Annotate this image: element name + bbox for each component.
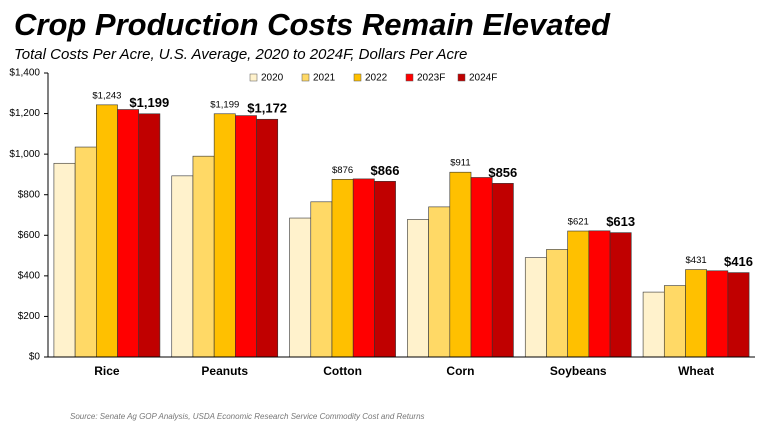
bar: [352, 178, 375, 358]
x-tick-label: Rice: [94, 364, 120, 378]
x-tick-label: Cotton: [323, 364, 362, 378]
value-label: $431: [686, 255, 707, 266]
legend-label: 2021: [313, 73, 336, 84]
y-tick-label: $1,400: [9, 68, 40, 79]
bar: [706, 270, 729, 358]
bar: [685, 269, 707, 358]
value-label: $416: [724, 254, 753, 269]
bar: [567, 230, 590, 358]
x-tick-label: Wheat: [678, 364, 714, 378]
value-label: $1,199: [210, 99, 239, 110]
bar: [138, 113, 161, 358]
value-label: $911: [450, 158, 470, 169]
chart-subtitle: Total Costs Per Acre, U.S. Average, 2020…: [14, 46, 467, 63]
bar: [96, 104, 118, 358]
value-label: $1,243: [92, 90, 121, 101]
legend-swatch: [405, 73, 414, 82]
bar: [663, 285, 686, 358]
value-label: $856: [488, 165, 517, 180]
bar: [235, 115, 257, 358]
y-tick-label: $400: [18, 270, 41, 281]
bar: [331, 178, 354, 358]
value-label: $1,172: [247, 101, 287, 116]
bar: [449, 171, 472, 358]
bar: [491, 183, 514, 358]
bar: [192, 155, 215, 358]
bar: [642, 291, 665, 358]
bar: [470, 177, 493, 358]
legend-swatch: [249, 73, 258, 82]
legend-swatch: [457, 73, 466, 82]
bar: [289, 217, 312, 358]
bar: [609, 232, 632, 358]
y-tick-label: $0: [29, 352, 41, 363]
legend-label: 2024F: [469, 73, 497, 84]
bar: [588, 230, 611, 358]
legend-label: 2022: [365, 73, 388, 84]
bar: [53, 162, 76, 358]
y-tick-label: $1,000: [9, 149, 40, 160]
legend-label: 2023F: [417, 73, 445, 84]
bar: [428, 206, 451, 358]
legend-swatch: [301, 73, 310, 82]
value-label: $1,199: [129, 95, 169, 110]
bar: [727, 272, 750, 358]
value-label: $866: [371, 163, 400, 178]
value-label: $613: [606, 214, 635, 229]
y-tick-label: $200: [18, 311, 41, 322]
bar: [171, 175, 194, 358]
bar: [256, 118, 279, 358]
source-note: Source: Senate Ag GOP Analysis, USDA Eco…: [70, 412, 425, 421]
bar: [310, 201, 333, 358]
bar: [213, 113, 236, 358]
x-tick-label: Peanuts: [201, 364, 248, 378]
bar: [546, 249, 568, 358]
y-tick-label: $600: [18, 230, 41, 241]
bar: [74, 146, 97, 358]
bar: [524, 257, 547, 358]
y-tick-label: $1,200: [9, 108, 40, 119]
bar: [117, 109, 140, 358]
legend-label: 2020: [261, 73, 284, 84]
bar: [374, 181, 396, 358]
value-label: $876: [332, 165, 353, 176]
chart-title: Crop Production Costs Remain Elevated: [14, 7, 611, 42]
x-tick-label: Soybeans: [550, 364, 607, 378]
value-label: $621: [568, 217, 589, 228]
legend-swatch: [353, 73, 362, 82]
x-tick-label: Corn: [446, 364, 474, 378]
y-tick-label: $800: [18, 189, 41, 200]
bar: [407, 219, 429, 358]
